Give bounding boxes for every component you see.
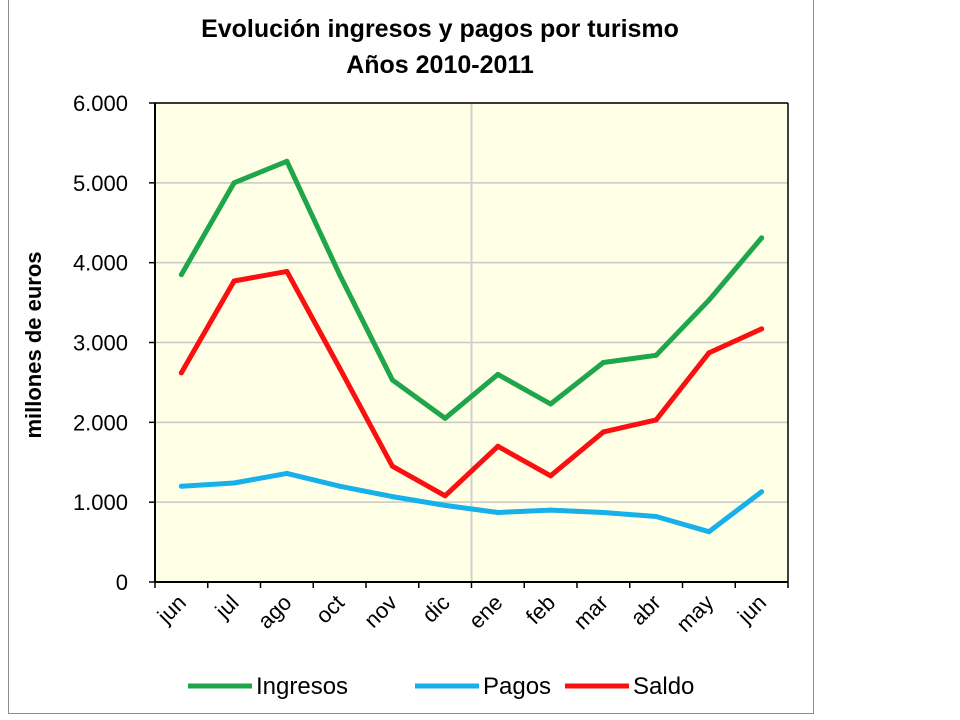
legend-label-ingresos: Ingresos — [256, 673, 348, 700]
chart-subtitle: Años 2010-2011 — [346, 51, 534, 79]
legend-label-saldo: Saldo — [633, 673, 694, 700]
data-point — [442, 502, 448, 508]
x-tick-label: mar — [568, 590, 612, 634]
data-point — [231, 180, 237, 186]
y-axis-label: millones de euros — [21, 251, 46, 438]
data-point — [600, 429, 606, 435]
data-point — [600, 510, 606, 516]
series-line-saldo — [178, 268, 765, 499]
data-point — [389, 377, 395, 383]
chart-title: Evolución ingresos y pagos por turismo — [201, 15, 679, 43]
y-tick-label: 4.000 — [73, 251, 128, 276]
x-tick-label: oct — [311, 590, 349, 628]
data-point — [231, 480, 237, 486]
data-point — [284, 158, 290, 164]
x-tick-label: feb — [521, 590, 560, 629]
legend: Ingresos Pagos Saldo — [188, 673, 694, 700]
data-point — [600, 359, 606, 365]
data-point — [495, 510, 501, 516]
data-point — [284, 268, 290, 274]
y-tick-label: 0 — [116, 570, 128, 595]
data-point — [653, 352, 659, 358]
data-point — [653, 514, 659, 520]
data-point — [706, 297, 712, 303]
data-point — [337, 272, 343, 278]
data-point — [548, 507, 554, 513]
series-line-ingresos — [178, 158, 765, 421]
data-point — [337, 483, 343, 489]
x-tick-label: ene — [464, 590, 508, 634]
data-point — [442, 415, 448, 421]
y-tick-label: 3.000 — [73, 331, 128, 356]
data-point — [653, 417, 659, 423]
data-point — [178, 370, 184, 376]
data-point — [231, 278, 237, 284]
y-tick-label: 6.000 — [73, 91, 128, 116]
legend-label-pagos: Pagos — [483, 673, 551, 700]
x-tick-label: jul — [210, 590, 244, 624]
data-point — [178, 272, 184, 278]
y-tick-label: 1.000 — [73, 490, 128, 515]
data-point — [548, 401, 554, 407]
x-tick-label: may — [671, 590, 718, 637]
data-point — [337, 365, 343, 371]
x-tick-label: nov — [359, 590, 402, 633]
data-point — [389, 494, 395, 500]
x-tick-label: jun — [152, 590, 191, 629]
y-tick-label: 5.000 — [73, 171, 128, 196]
x-tick-label: ago — [253, 590, 297, 634]
x-tick-label: dic — [417, 590, 455, 628]
data-point — [389, 463, 395, 469]
data-point — [706, 350, 712, 356]
data-point — [759, 235, 765, 241]
data-point — [706, 529, 712, 535]
x-tick-label: jun — [732, 590, 771, 629]
series-line-pagos — [178, 470, 765, 535]
data-point — [442, 493, 448, 499]
data-point — [178, 483, 184, 489]
data-point — [759, 326, 765, 332]
x-tick-label: abr — [625, 590, 665, 630]
data-point — [548, 473, 554, 479]
data-point — [495, 443, 501, 449]
data-point — [495, 371, 501, 377]
data-point — [759, 489, 765, 495]
y-tick-label: 2.000 — [73, 410, 128, 435]
data-point — [284, 470, 290, 476]
